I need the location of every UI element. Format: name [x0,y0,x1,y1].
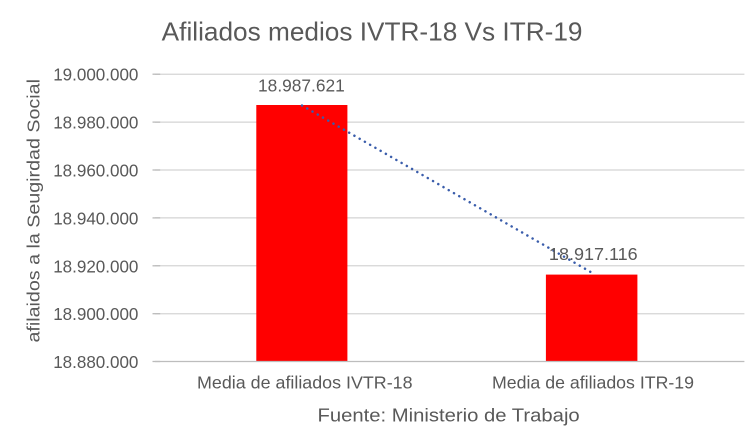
svg-text:18.917.116: 18.917.116 [549,244,638,264]
svg-text:Fuente: Ministerio de Trabajo: Fuente: Ministerio de Trabajo [318,405,580,425]
svg-text:Afiliados medios IVTR-18 Vs IT: Afiliados medios IVTR-18 Vs ITR-19 [162,17,583,47]
svg-text:Media de afiliados IVTR-18: Media de afiliados IVTR-18 [197,372,413,392]
svg-text:19.000.000: 19.000.000 [53,65,138,85]
svg-text:Media de afiliados ITR-19: Media de afiliados ITR-19 [492,372,694,392]
svg-text:18.940.000: 18.940.000 [53,208,138,228]
svg-text:18.980.000: 18.980.000 [53,113,138,133]
svg-text:18.880.000: 18.880.000 [53,352,138,372]
svg-text:18.920.000: 18.920.000 [53,256,138,276]
svg-text:18.900.000: 18.900.000 [53,304,138,324]
svg-text:afilaidos a la Seugirdad Socia: afilaidos a la Seugirdad Social [24,79,44,343]
svg-text:18.987.621: 18.987.621 [258,76,345,96]
svg-text:18.960.000: 18.960.000 [53,161,138,181]
